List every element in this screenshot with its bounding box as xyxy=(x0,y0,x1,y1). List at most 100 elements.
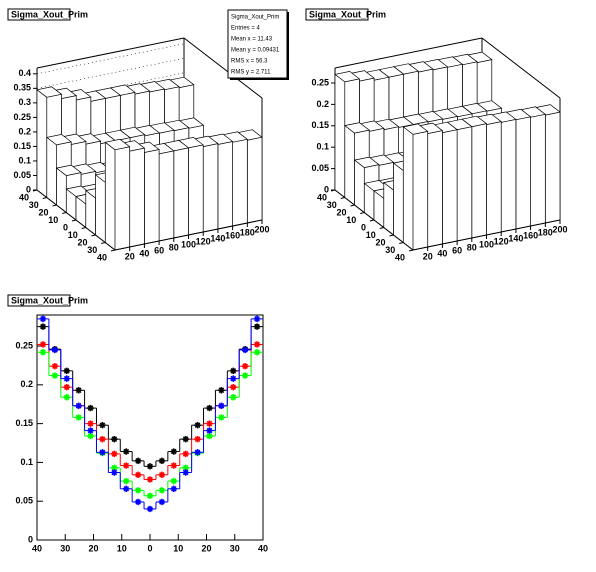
z-tick-label: 0.3 xyxy=(18,97,31,107)
x-tick-label: 30 xyxy=(327,200,337,210)
plots: 00.050.10.150.20.250.30.350.440302010010… xyxy=(13,37,568,553)
stats-line: Entries = 4 xyxy=(231,26,261,32)
y-tick-label: 180 xyxy=(538,227,553,237)
star-marker xyxy=(170,477,177,485)
y-tick-label: 60 xyxy=(154,245,164,255)
y-tick-label: 200 xyxy=(254,224,269,234)
star-marker xyxy=(87,404,94,412)
star-marker xyxy=(253,315,261,323)
y-tick-label: 0.2 xyxy=(20,379,33,389)
y-tick-label: 80 xyxy=(169,242,179,252)
x-tick-label: 40 xyxy=(97,252,107,262)
star-marker xyxy=(75,402,82,409)
z-tick-label: 0.1 xyxy=(316,142,329,152)
star-marker xyxy=(194,449,201,456)
y-tick-label: 20 xyxy=(423,251,433,261)
star-marker xyxy=(134,487,142,494)
y-tick-label: 140 xyxy=(508,233,523,243)
x-tick-label: 30 xyxy=(385,245,395,255)
z-tick-label: 0.15 xyxy=(311,120,329,130)
star-marker xyxy=(194,421,201,429)
y-tick-label: 40 xyxy=(139,248,149,258)
y-tick-label: 200 xyxy=(552,224,567,234)
x-tick-label: 40 xyxy=(19,192,29,202)
x-tick xyxy=(350,204,355,207)
star-marker xyxy=(194,435,201,443)
pad-title: Sigma_Xout_Prim xyxy=(11,9,88,19)
x-tick-label: 20 xyxy=(201,543,211,553)
x-tick-label: 20 xyxy=(336,207,346,217)
star-marker xyxy=(111,464,118,472)
x-tick xyxy=(360,212,365,214)
plot-frame xyxy=(36,314,264,541)
x-tick-label: 0 xyxy=(147,543,152,553)
y-tick-label: 140 xyxy=(210,233,225,243)
y-tick-label: 160 xyxy=(523,230,538,240)
frame-edge xyxy=(334,37,483,69)
star-marker xyxy=(134,498,142,506)
x-tick xyxy=(389,234,394,237)
x-tick-label: 10 xyxy=(346,215,356,225)
z-tick-label: 0.15 xyxy=(13,141,31,151)
star-marker xyxy=(182,469,189,476)
x-tick xyxy=(110,249,116,252)
x-tick-label: 10 xyxy=(48,215,58,225)
y-tick-label: 120 xyxy=(196,236,211,246)
star-marker xyxy=(206,427,213,434)
star-marker xyxy=(87,432,94,440)
star-marker xyxy=(230,383,237,391)
pad-title: Sigma_Xout_Prim xyxy=(309,9,386,19)
x-tick-label: 30 xyxy=(230,543,240,553)
y-tick-label: 40 xyxy=(437,248,447,258)
star-marker xyxy=(75,387,82,394)
star-marker xyxy=(123,485,130,492)
z-tick-label: 0.05 xyxy=(13,170,31,180)
star-marker xyxy=(146,492,154,499)
star-marker xyxy=(158,487,166,494)
y-tick-label: 0.05 xyxy=(15,496,33,506)
star-marker xyxy=(253,341,261,348)
star-marker xyxy=(182,464,189,472)
star-marker xyxy=(253,349,261,356)
x-tick-label: 30 xyxy=(29,200,39,210)
x-tick-label: 0 xyxy=(361,222,366,232)
star-marker xyxy=(99,421,106,429)
y-tick-label: 100 xyxy=(181,239,196,249)
stats-line: RMS x = 56.3 xyxy=(231,59,268,65)
star-marker xyxy=(39,341,47,348)
x-tick-label: 40 xyxy=(32,543,42,553)
star-marker xyxy=(241,372,249,379)
x-tick-label: 40 xyxy=(317,192,327,202)
star-marker xyxy=(230,394,237,401)
stats-box xyxy=(227,9,288,79)
z-tick-label: 0.2 xyxy=(18,126,31,136)
x-tick xyxy=(91,234,96,237)
x-tick-label: 20 xyxy=(88,543,98,553)
star-marker xyxy=(63,367,70,375)
star-marker xyxy=(206,420,213,427)
y-tick-label: 60 xyxy=(452,245,462,255)
title-box xyxy=(305,8,369,21)
star-marker xyxy=(87,420,94,427)
x-tick xyxy=(101,242,106,244)
z-tick-label: 0.35 xyxy=(13,83,31,93)
star-marker xyxy=(206,432,213,440)
x-tick xyxy=(62,212,67,214)
star-marker xyxy=(39,315,47,323)
star-marker xyxy=(134,457,142,465)
x-tick xyxy=(408,249,414,252)
star-marker xyxy=(146,505,154,513)
z-tick-label: 0.05 xyxy=(311,163,329,173)
y-tick-label: 0.1 xyxy=(20,457,33,467)
x-tick-label: 40 xyxy=(258,543,268,553)
x-tick-label: 20 xyxy=(38,207,48,217)
y-tick-label: 0 xyxy=(28,534,33,544)
x-tick-label: 0 xyxy=(63,222,68,232)
star-marker xyxy=(63,394,70,401)
star-marker xyxy=(111,450,118,458)
star-marker xyxy=(158,471,166,479)
star-marker xyxy=(51,372,59,379)
star-marker xyxy=(111,469,118,476)
z-tick-label: 0 xyxy=(324,184,329,194)
